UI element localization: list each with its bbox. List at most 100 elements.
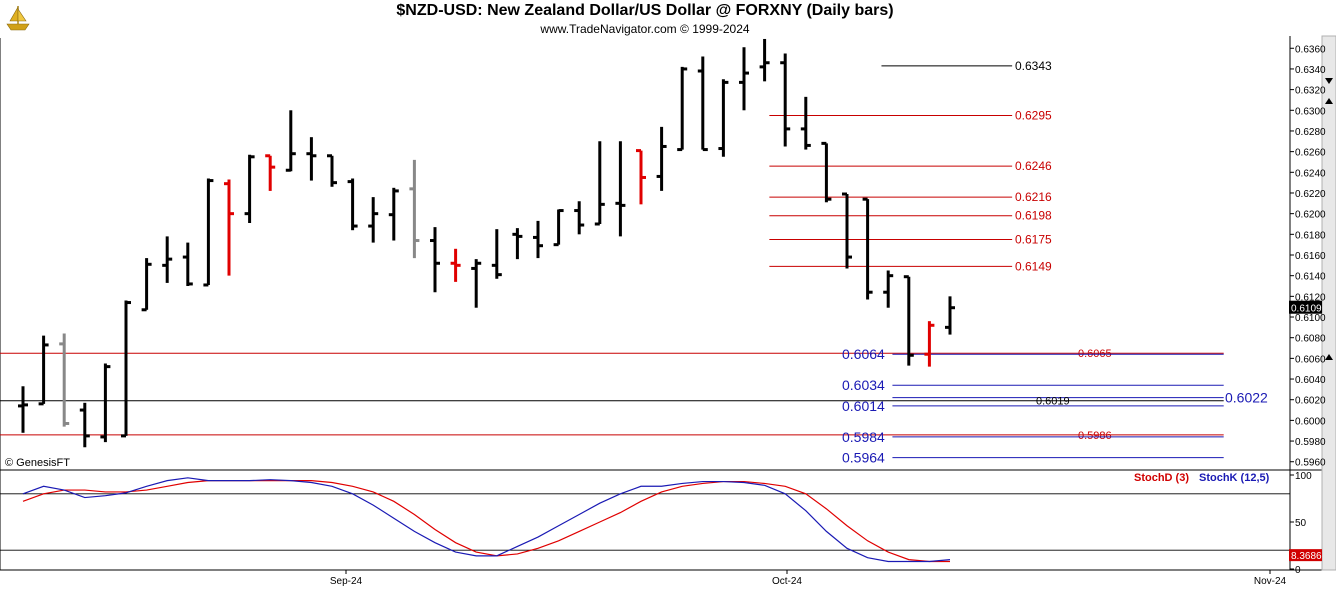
scroll-down-arrow-icon xyxy=(1325,78,1333,84)
scroll-up-arrow-icon xyxy=(1325,98,1333,104)
ohlc-bar xyxy=(347,178,358,231)
ohlc-bar xyxy=(18,386,28,433)
level-label-0.6175: 0.6175 xyxy=(1015,232,1052,246)
level-label-0.6149: 0.6149 xyxy=(1015,259,1052,273)
ohlc-bar xyxy=(821,141,832,203)
ohlc-bar xyxy=(79,402,90,448)
price-tick-label: 0.6080 xyxy=(1295,334,1326,345)
price-tick-label: 0.6280 xyxy=(1295,127,1326,138)
ohlc-bar xyxy=(471,259,482,308)
ohlc-bar xyxy=(533,220,543,259)
ohlc-bar xyxy=(430,227,440,293)
ohlc-bar xyxy=(162,236,173,283)
ohlc-bar xyxy=(697,56,708,152)
ohlc-bar xyxy=(636,149,646,205)
last-price-label: 0.6109 xyxy=(1291,304,1322,315)
last-price-marker xyxy=(1289,300,1322,314)
ohlc-bar xyxy=(945,296,955,335)
genesisft-watermark: © GenesisFT xyxy=(5,457,70,469)
ohlc-bar xyxy=(883,270,894,308)
price-tick-label: 0.5980 xyxy=(1295,437,1326,448)
ohlc-bar xyxy=(368,197,379,243)
x-tick-label: Oct-24 xyxy=(772,576,802,587)
ohlc-bar xyxy=(862,197,873,300)
price-tick-label: 0.6200 xyxy=(1295,210,1326,221)
level-label-0.6022: 0.6022 xyxy=(1225,390,1268,406)
ohlc-bar xyxy=(800,96,811,150)
ohlc-bar xyxy=(574,201,585,235)
level-label-0.6216: 0.6216 xyxy=(1015,190,1052,204)
ohlc-bar xyxy=(677,66,688,152)
price-tick-label: 0.6180 xyxy=(1295,230,1326,241)
level-label-0.6034: 0.6034 xyxy=(842,377,885,393)
level-label-0.6198: 0.6198 xyxy=(1015,209,1052,223)
price-tick-label: 0.6300 xyxy=(1295,106,1326,117)
price-tick-label: 0.6000 xyxy=(1295,416,1326,427)
ohlc-bar xyxy=(141,258,152,312)
price-tick-label: 0.5960 xyxy=(1295,458,1326,469)
level-label-0.6246: 0.6246 xyxy=(1015,159,1052,173)
x-tick-label: Nov-24 xyxy=(1254,576,1287,587)
ohlc-bar xyxy=(100,363,111,443)
ohlc-bar xyxy=(306,137,317,181)
price-tick-label: 0.6140 xyxy=(1295,272,1326,283)
ohlc-bar xyxy=(224,179,234,276)
price-tick-label: 0.6160 xyxy=(1295,251,1326,262)
price-tick-label: 0.6340 xyxy=(1295,65,1326,76)
level-label-0.6019: 0.6019 xyxy=(1036,396,1070,408)
level-label-0.5986: 0.5986 xyxy=(1078,430,1112,442)
x-tick-label: Sep-24 xyxy=(330,576,363,587)
price-tick-label: 0.6060 xyxy=(1295,354,1326,365)
chart-title: $NZD-USD: New Zealand Dollar/US Dollar @… xyxy=(396,2,894,19)
ohlc-bar xyxy=(38,335,49,406)
price-tick-label: 0.6040 xyxy=(1295,375,1326,386)
legend-stoch-k: StochK (12,5) xyxy=(1199,472,1270,484)
sailing-ship-logo-icon xyxy=(3,3,33,33)
level-label-0.5964: 0.5964 xyxy=(842,450,885,466)
ohlc-bar xyxy=(656,126,667,191)
stoch-last-label: 8.3686 xyxy=(1291,551,1322,562)
ohlc-bar xyxy=(285,110,296,172)
stoch-k-line xyxy=(22,477,951,563)
ohlc-bar xyxy=(615,141,626,237)
scroll-up-arrow-icon xyxy=(1325,354,1333,360)
price-tick-label: 0.6220 xyxy=(1295,189,1326,200)
ohlc-bar xyxy=(512,228,523,260)
level-label-0.5984: 0.5984 xyxy=(842,429,885,445)
ohlc-bar xyxy=(718,79,729,157)
level-label-0.6064: 0.6064 xyxy=(842,346,885,362)
ohlc-bar xyxy=(450,248,461,282)
price-tick-label: 0.6240 xyxy=(1295,168,1326,179)
stoch-d-line xyxy=(22,480,950,563)
price-tick-label: 0.6320 xyxy=(1295,86,1326,97)
price-tick-label: 0.6100 xyxy=(1295,313,1326,324)
stoch-tick-label: 100 xyxy=(1295,471,1312,482)
chart-subtitle: www.TradeNavigator.com © 1999-2024 xyxy=(540,22,750,36)
ohlc-bar xyxy=(409,159,420,259)
legend-stoch-d: StochD (3) xyxy=(1134,472,1189,484)
price-tick-label: 0.6120 xyxy=(1295,292,1326,303)
ohlc-bar xyxy=(903,275,914,366)
ohlc-bar xyxy=(244,154,255,223)
ohlc-bar xyxy=(759,38,770,82)
ohlc-bar xyxy=(842,192,852,269)
ohlc-bar xyxy=(265,154,276,191)
ohlc-bar xyxy=(121,300,131,438)
ohlc-bar xyxy=(182,242,193,287)
ohlc-bar xyxy=(780,53,791,147)
stoch-tick-label: 50 xyxy=(1295,518,1307,529)
stoch-last-marker xyxy=(1289,549,1322,562)
stoch-tick-label: 0 xyxy=(1295,565,1301,576)
price-tick-label: 0.6360 xyxy=(1295,44,1326,55)
level-label-0.6295: 0.6295 xyxy=(1015,108,1052,122)
ohlc-bar xyxy=(491,229,502,279)
ohlc-bar xyxy=(739,47,749,111)
price-tick-label: 0.6020 xyxy=(1295,396,1326,407)
ohlc-bar xyxy=(553,209,564,247)
price-tick-label: 0.6260 xyxy=(1295,148,1326,159)
ohlc-bar xyxy=(59,333,70,427)
ohlc-bar xyxy=(203,178,214,287)
ohlc-bar xyxy=(388,187,399,241)
